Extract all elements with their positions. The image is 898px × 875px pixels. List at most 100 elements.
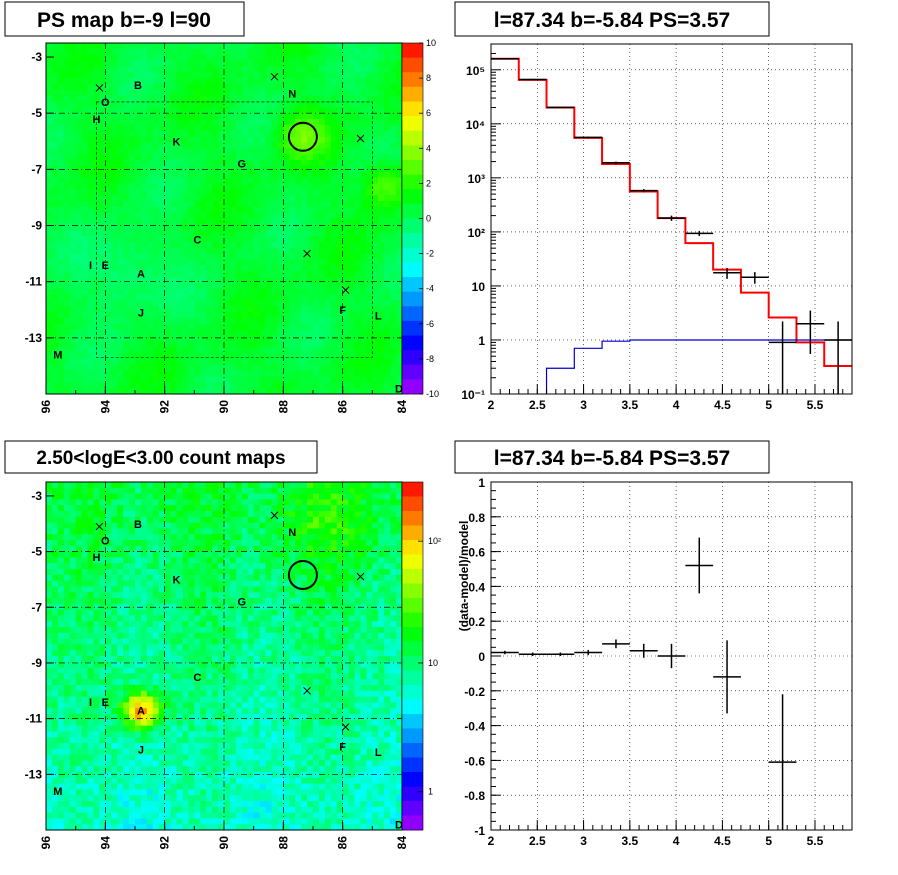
map-cell — [330, 388, 338, 395]
map-cell — [93, 592, 100, 599]
map-cell — [390, 317, 397, 325]
map-cell — [81, 154, 88, 161]
map-cell — [253, 130, 260, 137]
map-cell — [117, 253, 124, 260]
map-cell — [63, 382, 71, 389]
map-cell — [253, 206, 260, 214]
map-cell — [206, 142, 213, 149]
map-cell — [336, 265, 344, 272]
map-cell — [69, 218, 77, 225]
map-cell — [360, 119, 367, 126]
map-cell — [289, 119, 296, 126]
map-cell — [224, 212, 231, 219]
map-cell — [301, 364, 308, 371]
map-cell — [265, 107, 272, 114]
map-cell — [158, 236, 166, 243]
map-cell — [188, 247, 195, 254]
map-cell — [152, 777, 160, 784]
source-label: M — [53, 350, 62, 362]
map-cell — [318, 323, 326, 331]
map-cell — [111, 142, 118, 149]
map-cell — [247, 195, 255, 202]
map-cell — [46, 43, 53, 50]
map-cell — [152, 696, 160, 703]
map-cell — [105, 323, 112, 331]
map-cell — [170, 388, 177, 395]
map-cell — [152, 43, 160, 50]
map-cell — [164, 282, 171, 290]
map-cell — [57, 685, 65, 692]
map-cell — [135, 165, 142, 173]
map-cell — [253, 364, 260, 371]
map-cell — [241, 329, 249, 336]
map-cell — [265, 83, 272, 91]
map-cell — [69, 818, 77, 825]
map-cell — [51, 335, 59, 342]
map-cell — [87, 719, 94, 726]
map-cell — [384, 177, 391, 184]
map-cell — [46, 259, 53, 266]
map-cell — [182, 148, 189, 155]
map-cell — [99, 511, 106, 518]
map-cell — [253, 265, 260, 272]
map-cell — [63, 206, 71, 214]
map-cell — [146, 580, 154, 587]
map-cell — [63, 638, 71, 645]
map-cell — [105, 644, 112, 651]
map-cell — [69, 754, 77, 761]
map-cell — [99, 113, 106, 120]
map-cell — [348, 382, 355, 389]
map-cell — [81, 312, 88, 319]
map-cell — [378, 148, 385, 155]
map-cell — [360, 236, 367, 243]
map-cell — [135, 247, 142, 254]
map-cell — [152, 317, 160, 325]
map-cell — [378, 95, 385, 102]
map-cell — [57, 253, 65, 260]
map-cell — [135, 388, 142, 395]
map-cell — [57, 725, 65, 732]
map-cell — [366, 271, 373, 278]
map-cell — [170, 370, 177, 377]
map-cell — [188, 236, 195, 243]
map-cell — [348, 107, 355, 114]
map-cell — [140, 259, 148, 266]
map-cell — [99, 656, 106, 663]
map-cell — [206, 236, 213, 243]
map-cell — [152, 795, 160, 802]
map-cell — [289, 265, 296, 272]
map-cell — [295, 364, 302, 371]
map-cell — [212, 206, 219, 214]
map-cell — [170, 241, 177, 249]
map-cell — [229, 358, 237, 366]
map-cell — [51, 72, 59, 79]
map-cell — [135, 708, 142, 715]
map-cell — [81, 644, 88, 651]
map-cell — [330, 165, 338, 173]
map-cell — [348, 165, 355, 173]
map-cell — [57, 812, 65, 819]
map-cell — [158, 95, 166, 102]
map-cell — [75, 795, 82, 802]
map-cell — [146, 364, 154, 371]
map-cell — [93, 43, 100, 50]
map-cell — [283, 236, 290, 243]
map-cell — [253, 271, 260, 278]
map-cell — [348, 230, 355, 237]
map-cell — [324, 306, 332, 313]
palette-label: -10 — [426, 389, 439, 399]
map-cell — [390, 83, 397, 91]
map-cell — [218, 317, 225, 325]
map-cell — [324, 253, 332, 260]
map-cell — [111, 200, 118, 208]
map-cell — [366, 101, 373, 108]
map-cell — [158, 300, 166, 307]
map-cell — [360, 124, 367, 132]
map-cell — [93, 113, 100, 120]
map-cell — [390, 124, 397, 132]
map-cell — [152, 329, 160, 336]
map-cell — [57, 696, 65, 703]
map-cell — [212, 265, 219, 272]
map-cell — [354, 224, 361, 231]
map-cell — [87, 224, 94, 231]
